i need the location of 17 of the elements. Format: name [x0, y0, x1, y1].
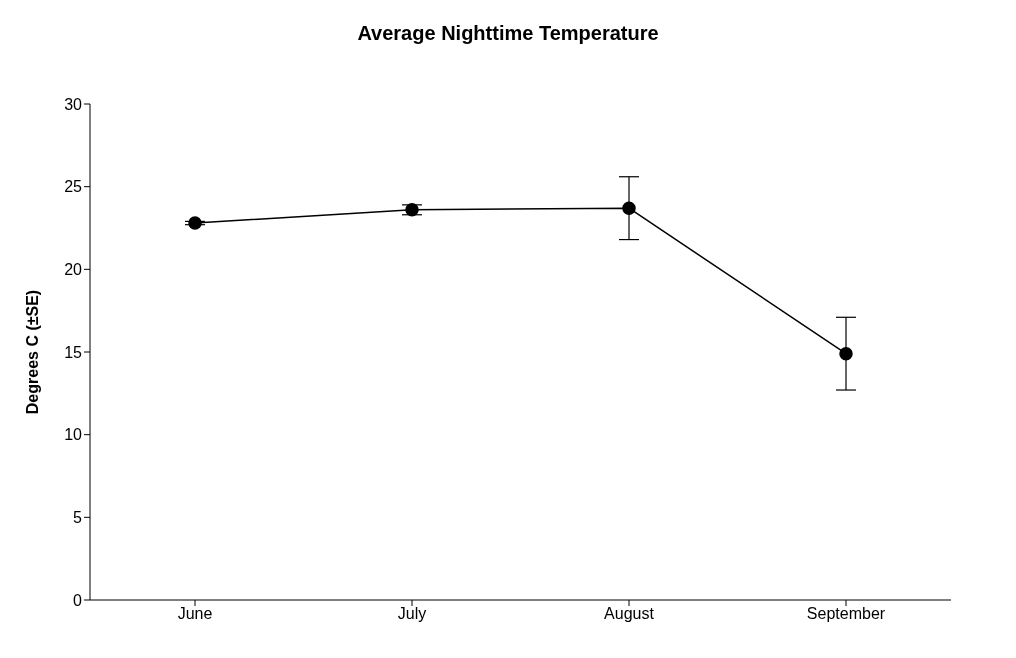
y-tick-label: 5	[73, 509, 83, 527]
y-tick-label: 0	[73, 591, 83, 609]
y-tick-label: 25	[64, 178, 83, 196]
point	[188, 216, 202, 230]
y-tick-label: 15	[64, 343, 83, 361]
x-tick-label: July	[397, 605, 427, 623]
y-tick-label: 20	[64, 261, 83, 279]
y-tick-label: 10	[64, 426, 83, 444]
y-axis-title: Degrees C (±SE)	[23, 289, 41, 415]
x-tick-label: August	[604, 605, 655, 623]
point	[622, 201, 636, 215]
point	[405, 203, 419, 217]
point	[839, 346, 853, 361]
chart-title: Average Nighttime Temperature	[356, 21, 660, 46]
y-tick-label: 30	[64, 95, 83, 113]
x-tick-label: September	[806, 605, 886, 623]
x-tick-label: June	[177, 605, 213, 623]
